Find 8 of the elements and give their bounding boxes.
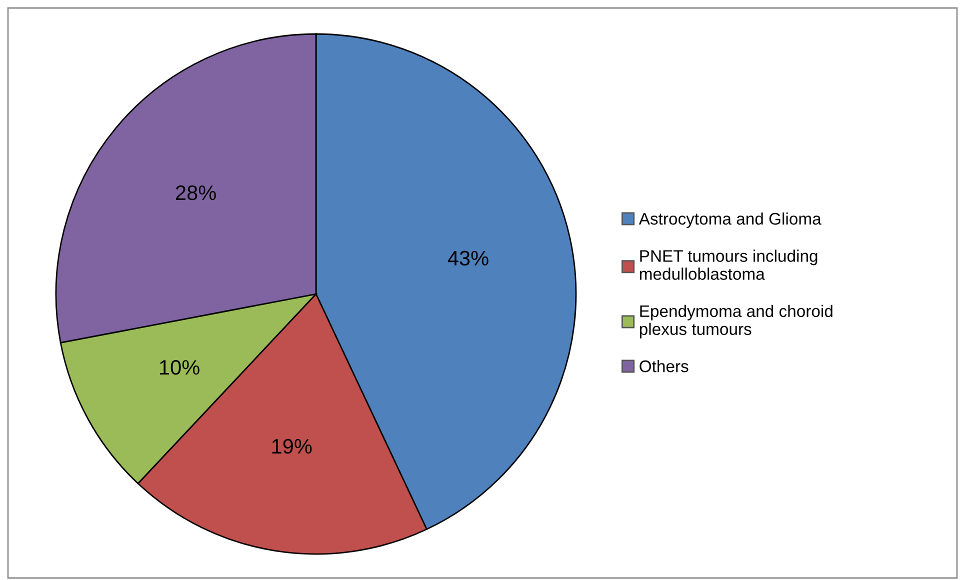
legend-label: Others	[640, 360, 688, 372]
legend-label: PNET tumours including medulloblastoma	[640, 250, 818, 280]
data-label: 28%	[176, 185, 216, 200]
data-label: 43%	[448, 250, 488, 266]
data-label: 19%	[272, 438, 312, 454]
data-label: 10%	[160, 360, 200, 375]
legend-label: Astrocytoma and Glioma	[638, 212, 822, 228]
legend-label: Ependymoma and choroid plexus tumours	[640, 304, 832, 338]
